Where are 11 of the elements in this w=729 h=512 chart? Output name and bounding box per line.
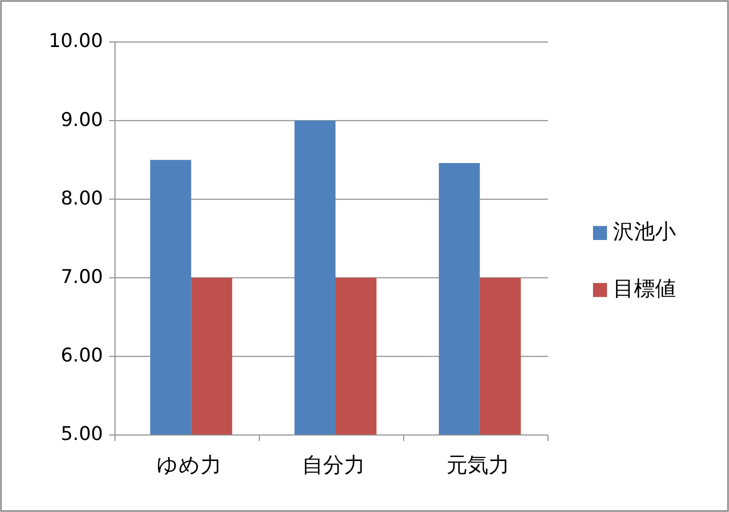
x-tick-label: 自分力 bbox=[302, 453, 365, 477]
x-tick-label: 元気力 bbox=[446, 453, 510, 477]
y-tick-label: 5.00 bbox=[60, 423, 103, 446]
y-tick-label: 7.00 bbox=[60, 266, 103, 288]
y-tick-label: 10.00 bbox=[48, 30, 103, 52]
y-tick-label: 9.00 bbox=[60, 108, 103, 131]
legend-label: 沢池小 bbox=[613, 220, 676, 244]
x-tick-label: ゆめ力 bbox=[156, 453, 222, 477]
y-tick-label: 8.00 bbox=[60, 187, 103, 210]
y-tick-label: 6.00 bbox=[60, 344, 103, 367]
legend-label: 目標値 bbox=[613, 276, 676, 301]
